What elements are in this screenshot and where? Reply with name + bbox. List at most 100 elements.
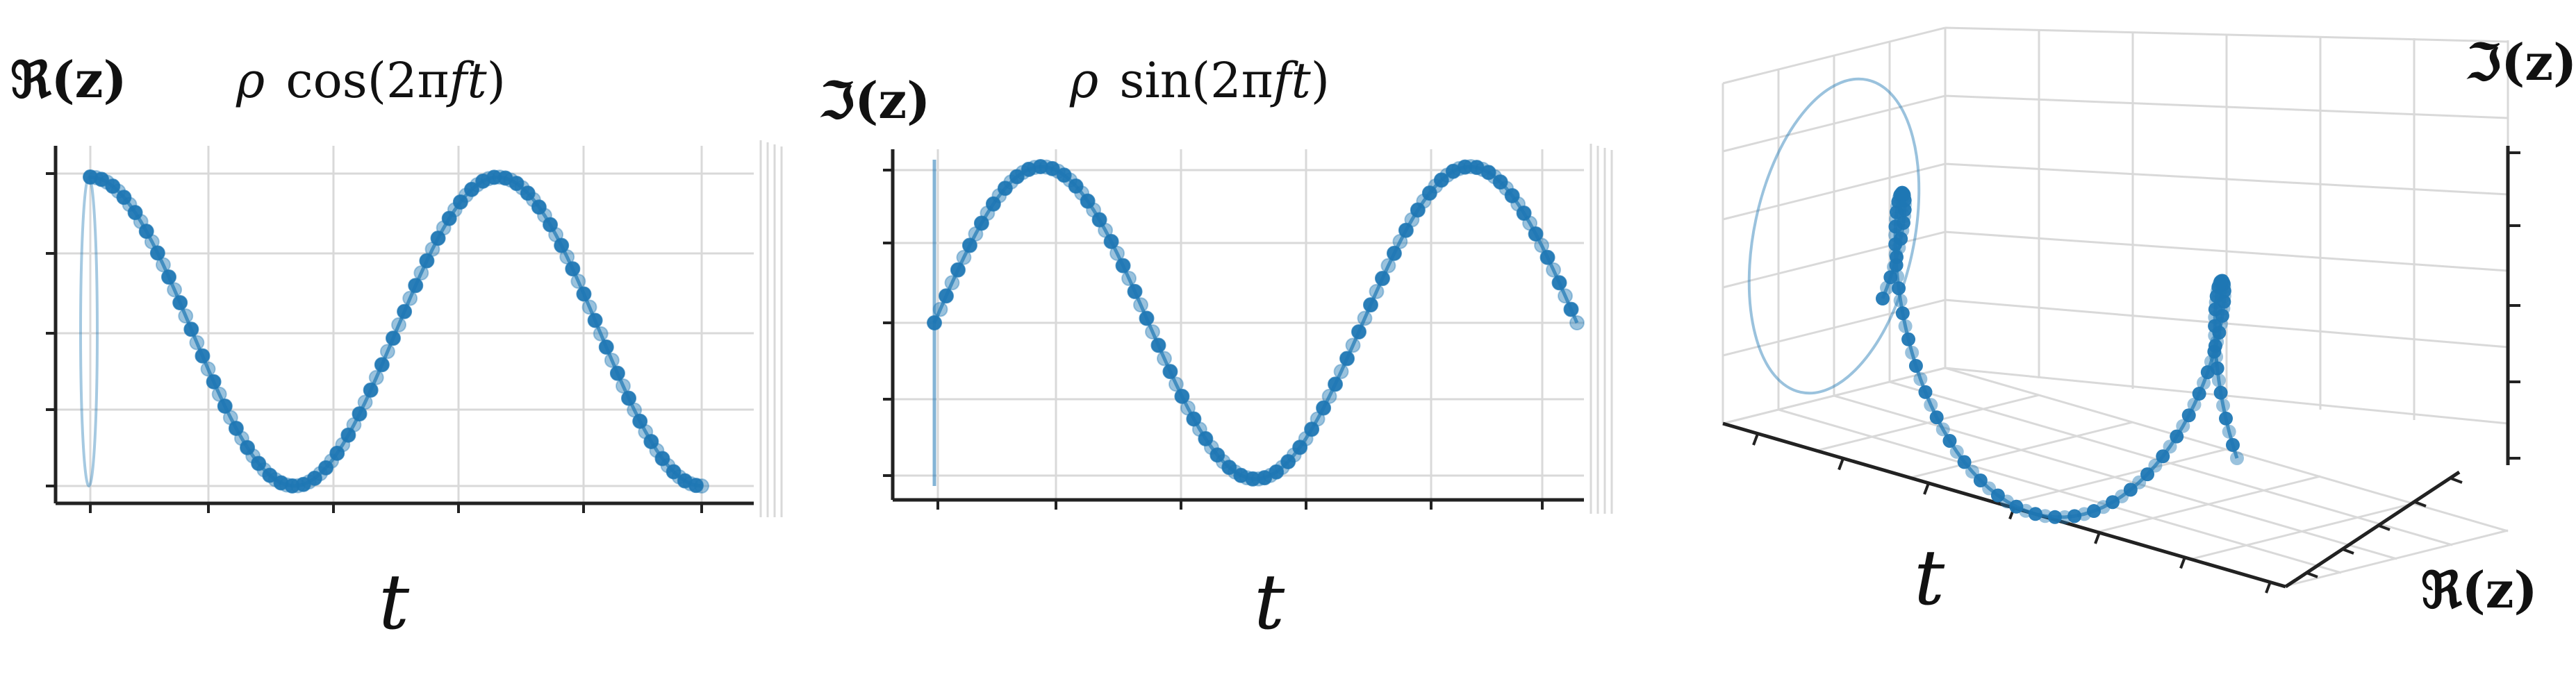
data-point: [1898, 319, 1913, 333]
data-point: [2208, 339, 2222, 353]
data-point: [1889, 258, 1904, 272]
data-point: [306, 470, 322, 486]
t-tick: [2179, 556, 2186, 569]
data-point: [543, 217, 559, 233]
data-point: [1056, 167, 1072, 183]
data-point: [938, 288, 954, 304]
data-point: [509, 176, 525, 192]
data-point: [1115, 258, 1131, 274]
t-tick: [2265, 581, 2272, 594]
data-point: [172, 295, 188, 311]
data-point: [615, 378, 631, 394]
data-point: [2067, 509, 2082, 523]
projection-ellipse: [1747, 77, 1921, 395]
data-point: [1144, 324, 1160, 340]
axes: [883, 149, 1584, 510]
data-point: [1269, 464, 1285, 480]
data-point: [1292, 439, 1308, 455]
data-point: [138, 224, 154, 240]
func: sin(2π: [1119, 52, 1273, 109]
data-point: [340, 427, 356, 443]
data-point: [2211, 373, 2226, 387]
data-point: [1433, 172, 1449, 188]
x-axis-label-t: t: [1914, 533, 1945, 622]
data-point: [1357, 310, 1373, 326]
data-point: [463, 181, 479, 197]
data-point: [1889, 205, 1904, 219]
data-point: [1888, 219, 1903, 234]
series-line: [1881, 190, 2239, 519]
series-imag-part: [927, 159, 1585, 487]
data-point: [1569, 315, 1585, 330]
data-point: [956, 249, 972, 265]
data-point: [1380, 258, 1396, 274]
data-point: [2176, 419, 2190, 433]
data-point: [1044, 160, 1060, 176]
grid-line: [1945, 162, 2509, 196]
data-point: [2213, 385, 2228, 400]
data-point: [961, 237, 977, 253]
data-point: [1091, 212, 1107, 228]
re-axis-line: [2284, 470, 2461, 589]
data-point: [183, 321, 199, 337]
data-point: [950, 262, 966, 278]
data-point: [1304, 421, 1320, 437]
data-point: [927, 315, 942, 330]
data-point: [985, 196, 1001, 212]
data-point: [1321, 388, 1337, 404]
rho: ρ: [1069, 52, 1098, 109]
data-point: [441, 210, 457, 226]
data-point: [1374, 271, 1390, 287]
data-point: [520, 185, 536, 201]
data-point: [1209, 447, 1225, 463]
data-point: [2209, 349, 2224, 364]
data-point: [1156, 351, 1172, 367]
grid-line: [1945, 26, 2509, 43]
data-point: [1876, 292, 1890, 305]
t-axis-line: [1722, 421, 2286, 589]
data-point: [402, 290, 418, 306]
data-point: [1888, 237, 1903, 252]
data-point: [178, 308, 194, 324]
data-point: [1162, 364, 1178, 380]
data-point: [604, 352, 620, 368]
data-point: [1891, 194, 1906, 209]
data-point: [1890, 269, 1905, 284]
data-point: [554, 237, 570, 253]
re-tick: [2450, 477, 2463, 484]
t-tick: [1838, 458, 1844, 471]
data-point: [643, 433, 659, 449]
data-point: [105, 178, 121, 194]
data-point: [1935, 422, 1950, 437]
data-point: [161, 269, 177, 285]
data-point: [973, 215, 989, 231]
data-point: [1150, 337, 1166, 353]
data-point: [1913, 371, 1928, 386]
data-point: [1109, 245, 1125, 261]
data-point: [598, 339, 614, 355]
data-point: [621, 390, 637, 406]
data-point: [1351, 324, 1367, 340]
data-point: [391, 317, 407, 333]
data-point: [1546, 262, 1562, 278]
data-point: [1221, 460, 1237, 476]
data-point: [240, 439, 256, 455]
data-point: [2086, 504, 2101, 519]
data-point: [1333, 364, 1349, 380]
grid-line: [1778, 408, 2342, 574]
data-point: [1410, 202, 1426, 218]
data-point: [1879, 280, 1894, 295]
data-point: [189, 335, 205, 351]
data-point: [1908, 358, 1923, 373]
data-point: [2208, 302, 2222, 317]
data-point: [1965, 464, 1979, 479]
data-point: [1516, 206, 1532, 221]
x-axis-label-t: t: [1254, 558, 1285, 646]
data-point: [2106, 495, 2120, 510]
data-point: [228, 420, 244, 436]
data-point: [2028, 507, 2042, 521]
data-point: [1080, 193, 1096, 209]
data-point: [2187, 397, 2202, 412]
data-point: [149, 245, 165, 261]
